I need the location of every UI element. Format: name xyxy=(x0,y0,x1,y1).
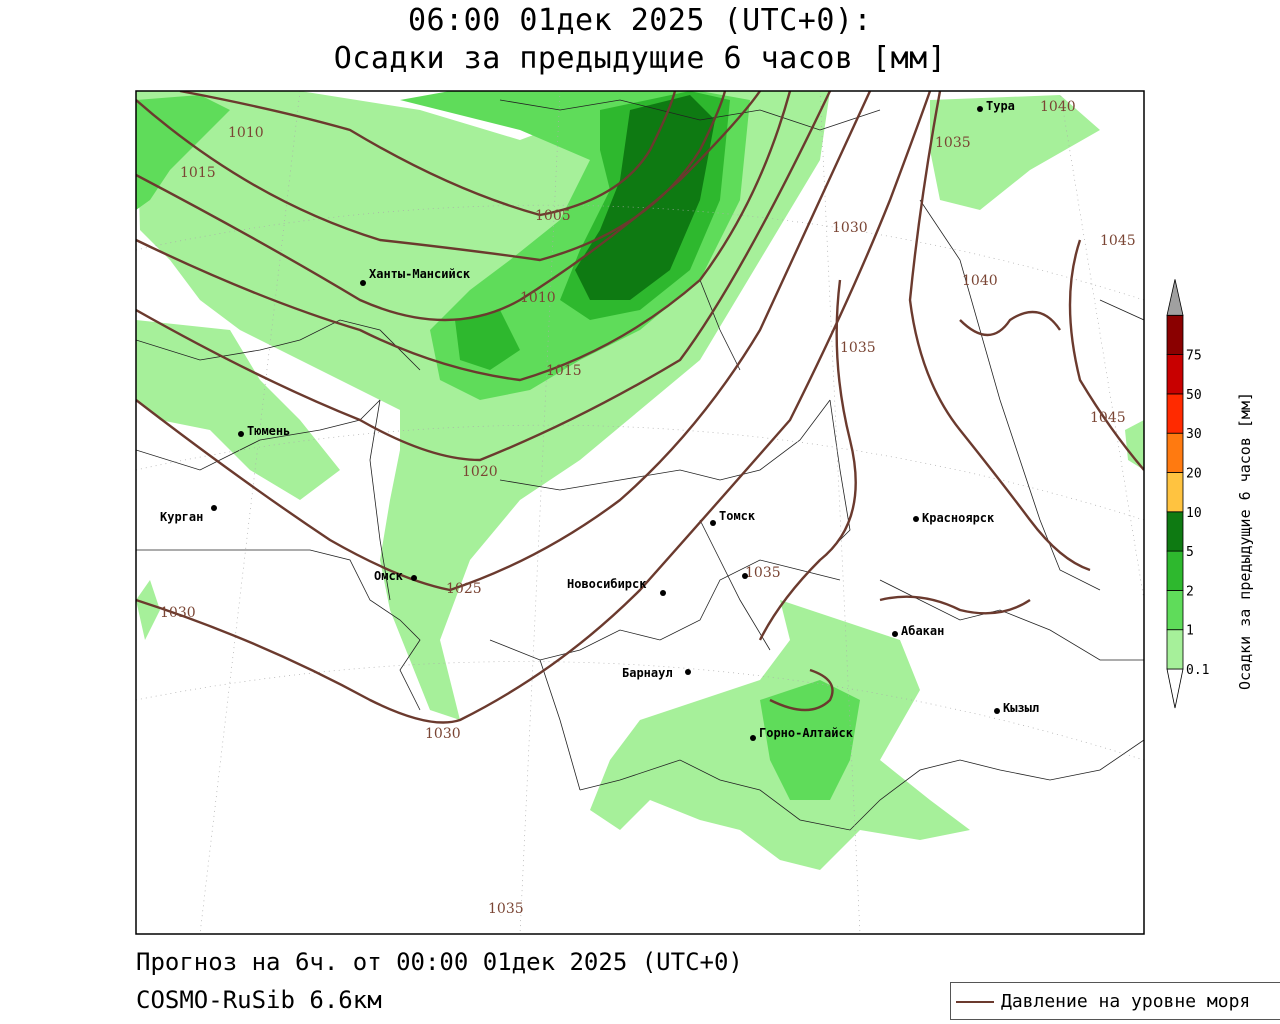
map-frame xyxy=(135,90,1145,935)
colorbar: 0.1 1 2 5 10 20 30 50 75 xyxy=(1166,279,1209,709)
city-label: Горно-Алтайск xyxy=(759,726,854,740)
city-label: Омск xyxy=(374,569,404,583)
colorbar-title: Осадки за предыдущие 6 часов [мм] xyxy=(1236,392,1254,690)
isobar-label: 1025 xyxy=(446,581,482,597)
colorbar-max-arrow xyxy=(1166,279,1184,316)
colorbar-segment xyxy=(1166,629,1184,670)
colorbar-segment xyxy=(1166,550,1184,591)
colorbar-tick-label: 50 xyxy=(1186,388,1202,403)
city-label: Ханты-Мансийск xyxy=(369,267,471,281)
isobar-label: 1020 xyxy=(462,464,498,480)
precipitation-field-very-heavy xyxy=(575,95,715,300)
city-dot xyxy=(360,280,366,286)
city-dot xyxy=(994,708,1000,714)
colorbar-segment xyxy=(1166,432,1184,473)
graticule xyxy=(136,91,1144,934)
isobar-label: 1015 xyxy=(546,363,582,379)
isobar-label: 1035 xyxy=(488,901,524,917)
city-label: Курган xyxy=(160,510,203,524)
isobar-label: 1030 xyxy=(425,726,461,742)
colorbar-tick-label: 30 xyxy=(1186,427,1202,442)
colorbar-min-arrow xyxy=(1166,668,1184,709)
city-dot xyxy=(411,575,417,581)
isobar-labels: 1005 1010 1010 1015 1015 1020 1025 1030 … xyxy=(160,99,1136,917)
pressure-legend: Давление на уровне моря xyxy=(950,982,1280,1020)
isobars xyxy=(136,91,1144,724)
colorbar-segment xyxy=(1166,314,1184,355)
forecast-info: Прогноз на 6ч. от 00:00 01дек 2025 (UTC+… xyxy=(136,948,743,976)
city-label: Тюмень xyxy=(247,424,290,438)
city-label: Томск xyxy=(719,509,756,523)
colorbar-tick-label: 1 xyxy=(1186,624,1194,639)
city-label: Абакан xyxy=(901,624,944,638)
pressure-legend-line xyxy=(956,1001,994,1003)
city-dot xyxy=(710,520,716,526)
pressure-legend-label: Давление на уровне моря xyxy=(1001,991,1251,1012)
isobar-label: 1005 xyxy=(535,208,571,224)
city-dot xyxy=(211,505,217,511)
city-dot xyxy=(977,106,983,112)
colorbar-segment xyxy=(1166,511,1184,552)
city-dot xyxy=(750,735,756,741)
city-markers: Тура Ханты-Мансийск Тюмень Курган Омск Н… xyxy=(160,99,1039,741)
colorbar-tick-label: 0.1 xyxy=(1186,663,1209,678)
isobar-label: 1045 xyxy=(1100,233,1136,249)
isobar-label: 1045 xyxy=(1090,410,1126,426)
isobar-label: 1035 xyxy=(745,565,781,581)
colorbar-tick-label: 10 xyxy=(1186,506,1202,521)
colorbar-tick-label: 20 xyxy=(1186,467,1202,482)
colorbar-tick-label: 5 xyxy=(1186,545,1194,560)
colorbar-tick-label: 75 xyxy=(1186,349,1202,364)
colorbar-segment xyxy=(1166,393,1184,434)
city-dot xyxy=(913,516,919,522)
isobar-label: 1040 xyxy=(962,273,998,289)
isobar-label: 1030 xyxy=(160,605,196,621)
isobar-label: 1010 xyxy=(520,290,556,306)
city-label: Кызыл xyxy=(1003,701,1039,715)
city-dot xyxy=(238,431,244,437)
isobar-label: 1030 xyxy=(832,220,868,236)
isobar-label: 1035 xyxy=(840,340,876,356)
city-dot xyxy=(892,631,898,637)
city-label: Новосибирск xyxy=(567,577,647,591)
isobar-label: 1015 xyxy=(180,165,216,181)
colorbar-tick-label: 2 xyxy=(1186,584,1194,599)
colorbar-segment xyxy=(1166,590,1184,631)
isobar-label: 1040 xyxy=(1040,99,1076,115)
colorbar-segment xyxy=(1166,354,1184,395)
isobar-label: 1010 xyxy=(228,125,264,141)
city-dot xyxy=(742,573,748,579)
region-borders xyxy=(136,99,1144,831)
isobar-label: 1035 xyxy=(935,135,971,151)
city-label: Красноярск xyxy=(922,511,995,525)
colorbar-segment xyxy=(1166,472,1184,513)
city-dot xyxy=(660,590,666,596)
map-title-line2: Осадки за предыдущие 6 часов [мм] xyxy=(333,41,947,76)
city-label: Барнаул xyxy=(622,666,673,680)
model-name: COSMO-RuSib 6.6км xyxy=(136,986,382,1014)
city-dot xyxy=(685,669,691,675)
map-title-line1: 06:00 01дек 2025 (UTC+0): xyxy=(407,3,873,38)
city-label: Тура xyxy=(986,99,1015,113)
